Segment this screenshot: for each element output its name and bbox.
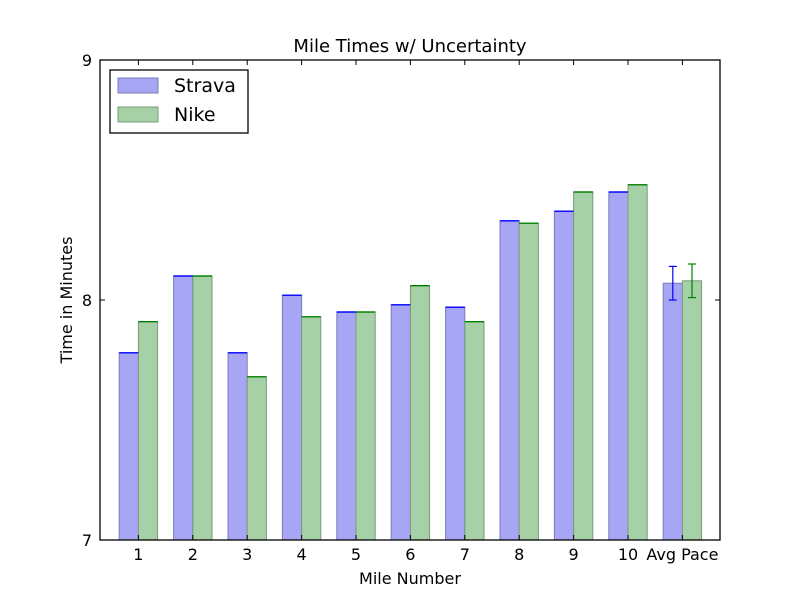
- bar-strava-1: [118, 352, 139, 541]
- bar-strava-4: [281, 294, 303, 541]
- bar-nike-9: [573, 191, 594, 541]
- y-tick-label: 9: [82, 51, 92, 70]
- bar-strava-6: [390, 304, 411, 541]
- bar-strava-10: [608, 191, 629, 541]
- bar-strava-7: [445, 306, 466, 541]
- x-tick-label: 5: [351, 545, 361, 564]
- bars-layer: [118, 184, 703, 541]
- chart-title: Mile Times w/ Uncertainty: [293, 36, 526, 57]
- x-tick-label: 1: [133, 545, 143, 564]
- plot-frame: [99, 59, 721, 541]
- bar-strava-avg-pace: [662, 282, 683, 541]
- bar-strava-8: [499, 220, 520, 541]
- bar-strava-5: [336, 311, 357, 541]
- legend-swatch-strava: [117, 77, 159, 94]
- bar-nike-7: [464, 321, 485, 541]
- bar-nike-3: [246, 376, 267, 541]
- legend-label-strava: Strava: [174, 75, 236, 97]
- bar-nike-2: [192, 275, 213, 541]
- x-tick-label: 10: [618, 545, 638, 564]
- bar-nike-10: [627, 184, 648, 541]
- x-tick-label: 3: [242, 545, 252, 564]
- bar-strava-2: [173, 275, 194, 541]
- x-tick-label: 6: [405, 545, 415, 564]
- legend: Strava Nike: [109, 69, 249, 134]
- x-tick-label: 2: [188, 545, 198, 564]
- error-bar-nike-avg-pace: [688, 263, 696, 299]
- y-axis-label: Time in Minutes: [57, 237, 76, 365]
- legend-label-nike: Nike: [174, 104, 216, 126]
- y-tick-label: 7: [82, 531, 92, 550]
- bar-strava-9: [553, 210, 575, 541]
- bar-nike-avg-pace: [681, 280, 703, 541]
- bar-strava-3: [227, 352, 248, 541]
- ticks-layer: 1 2 3 4 5 6 7 8 9 10 Avg Pace 7 8 9: [82, 51, 720, 564]
- x-tick-label: 8: [514, 545, 524, 564]
- bar-nike-5: [355, 311, 376, 541]
- error-bar-strava-avg-pace: [668, 265, 677, 301]
- bar-nike-4: [301, 316, 322, 541]
- bar-nike-6: [409, 285, 431, 541]
- x-axis-label: Mile Number: [359, 569, 461, 588]
- x-tick-label: 7: [460, 545, 470, 564]
- x-tick-label: Avg Pace: [646, 545, 718, 564]
- y-tick-label: 8: [82, 291, 92, 310]
- bar-nike-1: [137, 321, 159, 541]
- x-tick-label: 9: [569, 545, 579, 564]
- bar-nike-8: [518, 222, 539, 541]
- x-tick-label: 4: [297, 545, 307, 564]
- error-bars-layer: [119, 184, 696, 378]
- legend-swatch-nike: [117, 106, 159, 123]
